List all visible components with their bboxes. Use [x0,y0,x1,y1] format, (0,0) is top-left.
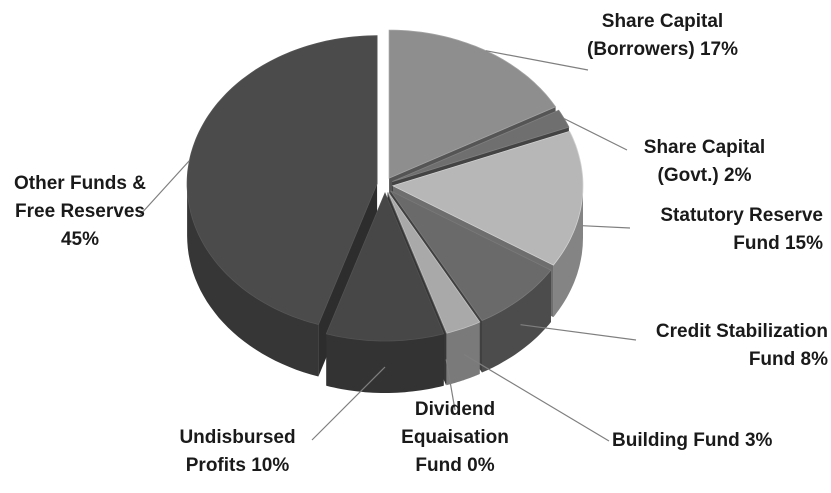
slice-label: Undisbursed Profits 10% [165,424,310,480]
slice-value: 17% [699,39,738,60]
slice-name: Other Funds & Free Reserves [14,173,146,222]
slice-side [553,185,583,318]
leader-line [139,160,190,216]
slice-label: Share Capital (Govt.) 2% [632,134,777,190]
slice [391,130,584,266]
leader-line [520,324,637,341]
slice-side [187,183,319,377]
slice-name: Share Capital (Govt.) [643,137,766,186]
slice-name: Building Fund [612,430,740,451]
leader-line [582,225,631,229]
slice-label: Credit Stabilization Fund 8% [618,318,828,374]
slice [387,192,447,334]
slice-label: Building Fund 3% [612,427,812,455]
leader-line [311,366,386,441]
slice-label: Share Capital (Borrowers) 17% [575,8,750,64]
slice-label: Statutory Reserve Fund 15% [628,202,823,258]
slice [325,191,445,342]
slice-side [446,322,480,386]
slice-value: 15% [784,233,823,254]
leader-line [463,353,610,442]
slice-value: 45% [60,229,100,250]
slice-sides [187,183,583,393]
slice-value: 3% [744,430,773,451]
slice-name: Credit Stabilization Fund [655,321,828,370]
slice-label: Dividend Equaisation Fund 0% [395,396,515,480]
leader-line [485,50,589,71]
leader-line [445,359,456,411]
slice-tops [186,29,584,342]
slice-value: 2% [724,165,752,186]
slice [387,192,481,334]
slice-label: Other Funds & Free Reserves 45% [5,170,155,254]
slice-name: Share Capital (Borrowers) [587,11,724,60]
slice-value: 0% [467,455,495,476]
slice-name: Dividend Equaisation Fund [401,399,509,476]
slice [390,190,552,321]
leader-line [563,118,628,151]
slice-value: 10% [251,455,290,476]
slice-side [326,333,444,393]
slice-name: Statutory Reserve Fund [660,205,823,254]
slice-value: 8% [800,349,828,370]
slice-name: Undisbursed Profits [179,427,296,476]
slice-side [482,270,551,373]
